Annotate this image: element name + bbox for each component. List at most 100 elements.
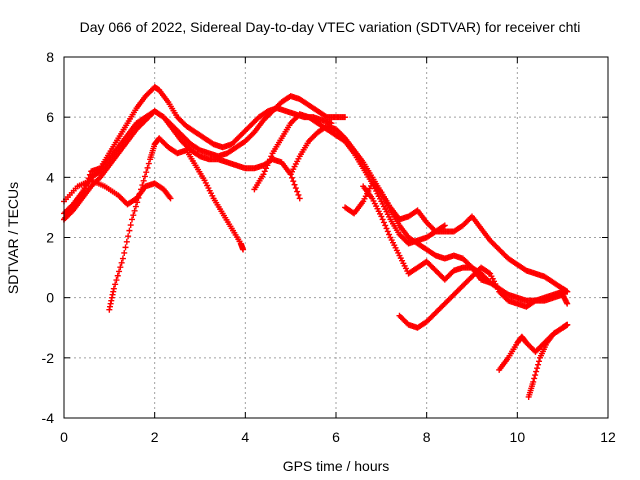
data-point-marker (126, 227, 133, 234)
data-point-marker (440, 223, 447, 230)
y-tick-label: 6 (46, 109, 54, 125)
data-point-marker (136, 190, 143, 197)
data-point-marker (342, 114, 349, 121)
data-point-marker (68, 202, 75, 209)
data-point-marker (265, 159, 272, 166)
data-point-marker (380, 219, 387, 226)
data-point-marker (290, 178, 297, 185)
series-arc-10 (396, 264, 571, 331)
data-point-marker (144, 164, 151, 171)
series-arc-6 (251, 111, 448, 247)
data-point-marker (130, 212, 137, 219)
data-point-marker (135, 194, 142, 201)
data-point-marker (530, 378, 537, 385)
data-point-marker (132, 203, 139, 210)
data-point-marker (441, 222, 448, 229)
data-point-marker (139, 182, 146, 189)
data-point-marker (384, 228, 391, 235)
series-arc-9 (360, 183, 494, 286)
data-point-marker (250, 130, 257, 137)
x-tick-label: 2 (151, 429, 159, 445)
y-tick-label: 8 (46, 49, 54, 65)
data-point-marker (68, 208, 75, 215)
data-point-marker (340, 133, 347, 140)
data-point-marker (110, 285, 117, 292)
data-point-marker (134, 199, 141, 206)
y-tick-label: -2 (42, 350, 55, 366)
data-point-marker (261, 168, 268, 175)
data-point-marker (296, 195, 303, 202)
data-point-marker (564, 321, 571, 328)
data-point-marker (95, 175, 102, 182)
data-point-marker (131, 207, 138, 214)
series-arc-4 (106, 135, 247, 313)
data-point-marker (386, 231, 393, 238)
data-point-marker (140, 177, 147, 184)
data-point-marker (264, 162, 271, 169)
data-point-marker (535, 361, 542, 368)
data-point-marker (531, 375, 538, 382)
data-point-marker (116, 268, 123, 275)
y-tick-label: 0 (46, 290, 54, 306)
data-point-marker (564, 300, 571, 307)
data-point-marker (240, 246, 247, 253)
data-point-marker (263, 165, 270, 172)
data-point-marker (143, 169, 150, 176)
data-points (61, 84, 571, 400)
data-point-marker (288, 174, 295, 181)
data-point-marker (125, 233, 132, 240)
data-point-marker (292, 185, 299, 192)
x-tick-label: 12 (600, 429, 616, 445)
y-axis-title: SDTVAR / TECUs (5, 182, 21, 294)
data-point-marker (534, 365, 541, 372)
chart-title: Day 066 of 2022, Sidereal Day-to-day VTE… (80, 19, 581, 35)
data-point-marker (377, 188, 384, 195)
data-point-marker (564, 288, 571, 295)
data-point-marker (121, 249, 128, 256)
y-tick-label: 2 (46, 230, 54, 246)
data-point-marker (166, 194, 173, 201)
data-point-marker (532, 372, 539, 379)
data-point-marker (268, 153, 275, 160)
y-tick-label: -4 (42, 410, 55, 426)
data-point-marker (533, 368, 540, 375)
data-point-marker (118, 259, 125, 266)
x-tick-label: 8 (423, 429, 431, 445)
data-point-marker (485, 269, 492, 276)
data-point-marker (129, 216, 135, 223)
x-tick-label: 4 (241, 429, 249, 445)
data-point-marker (145, 160, 152, 167)
data-point-marker (379, 216, 386, 223)
data-point-marker (122, 244, 129, 251)
data-point-marker (114, 272, 121, 279)
x-tick-label: 10 (510, 429, 526, 445)
grid-lines (64, 57, 608, 418)
data-point-marker (167, 195, 174, 202)
data-point-marker (291, 181, 298, 188)
data-point-marker (117, 264, 124, 271)
data-point-marker (266, 156, 273, 163)
data-point-marker (487, 279, 494, 286)
data-point-marker (294, 188, 301, 195)
data-point-marker (112, 281, 119, 288)
series-arc-7 (287, 123, 571, 307)
data-point-marker (260, 171, 267, 178)
x-tick-label: 0 (60, 429, 68, 445)
data-point-marker (123, 238, 130, 245)
data-point-marker (141, 173, 148, 180)
x-tick-label: 6 (332, 429, 340, 445)
data-point-marker (383, 225, 390, 232)
data-point-marker (378, 213, 385, 220)
data-point-marker (138, 186, 145, 193)
series-arc-12 (525, 321, 571, 400)
data-point-marker (119, 255, 126, 262)
data-point-marker (295, 191, 302, 198)
data-point-marker (382, 222, 389, 229)
data-point-marker (127, 222, 134, 229)
data-point-marker (113, 277, 120, 284)
axis-ticks: 0 2 4 6 8 10 12 -4 -2 0 2 4 6 8 (42, 49, 616, 445)
y-tick-label: 4 (46, 169, 54, 185)
data-point-marker (536, 358, 543, 365)
x-axis-title: GPS time / hours (283, 458, 390, 474)
